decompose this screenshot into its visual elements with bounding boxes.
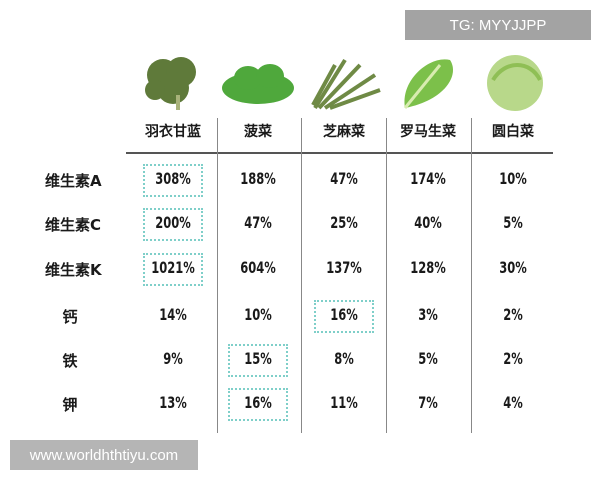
- highlight-box: [143, 253, 203, 286]
- row-label: 维生素C: [45, 216, 102, 234]
- watermark-bottom: www.worldhthtiyu.com: [10, 440, 198, 470]
- table-cell: 604%: [240, 258, 276, 277]
- table-cell: 188%: [240, 169, 276, 188]
- romaine-image: [403, 59, 453, 109]
- header-divider: [126, 152, 553, 154]
- table-cell: 128%: [410, 258, 446, 277]
- watermark-top: TG: MYYJJPP: [405, 10, 591, 40]
- table-cell: 25%: [330, 213, 358, 232]
- table-cell: 14%: [159, 305, 187, 324]
- table-cell: 3%: [418, 305, 438, 324]
- highlight-box: [143, 164, 203, 197]
- highlight-box: [228, 388, 288, 421]
- table-cell: 308%: [155, 169, 191, 188]
- table-cell: 10%: [499, 169, 527, 188]
- table-cell: 11%: [330, 393, 358, 412]
- column-divider: [217, 118, 218, 433]
- table-cell: 13%: [159, 393, 187, 412]
- table-cell: 137%: [326, 258, 362, 277]
- table-cell: 2%: [503, 349, 523, 368]
- cabbage-image: [487, 55, 543, 111]
- row-label: 钾: [62, 396, 78, 414]
- table-cell: 4%: [503, 393, 523, 412]
- arugula-image: [311, 58, 381, 110]
- table-cell: 7%: [418, 393, 438, 412]
- row-label: 铁: [62, 352, 78, 370]
- highlight-box: [314, 300, 374, 333]
- highlight-box: [228, 344, 288, 377]
- highlight-box: [143, 208, 203, 241]
- column-header: 羽衣甘蓝: [145, 124, 201, 140]
- column-divider: [471, 118, 472, 433]
- table-cell: 1021%: [151, 258, 195, 277]
- column-header: 芝麻菜: [323, 124, 365, 140]
- table-cell: 5%: [503, 213, 523, 232]
- table-cell: 200%: [155, 213, 191, 232]
- table-cell: 30%: [499, 258, 527, 277]
- kale-image: [145, 57, 196, 110]
- row-label: 维生素K: [45, 261, 102, 279]
- table-cell: 5%: [418, 349, 438, 368]
- column-header: 圆白菜: [492, 124, 534, 140]
- table-cell: 16%: [330, 305, 358, 324]
- table-cell: 174%: [410, 169, 446, 188]
- table-cell: 15%: [244, 349, 272, 368]
- table-cell: 2%: [503, 305, 523, 324]
- column-divider: [386, 118, 387, 433]
- table-cell: 8%: [334, 349, 354, 368]
- table-cell: 9%: [163, 349, 183, 368]
- table-cell: 47%: [330, 169, 358, 188]
- spinach-image: [222, 64, 294, 104]
- table-cell: 16%: [244, 393, 272, 412]
- column-divider: [301, 118, 302, 433]
- table-cell: 47%: [244, 213, 272, 232]
- table-cell: 40%: [414, 213, 442, 232]
- column-header: 罗马生菜: [400, 124, 456, 140]
- table-cell: 10%: [244, 305, 272, 324]
- row-label: 维生素A: [45, 172, 102, 190]
- column-header: 菠菜: [244, 124, 272, 140]
- row-label: 钙: [62, 308, 78, 326]
